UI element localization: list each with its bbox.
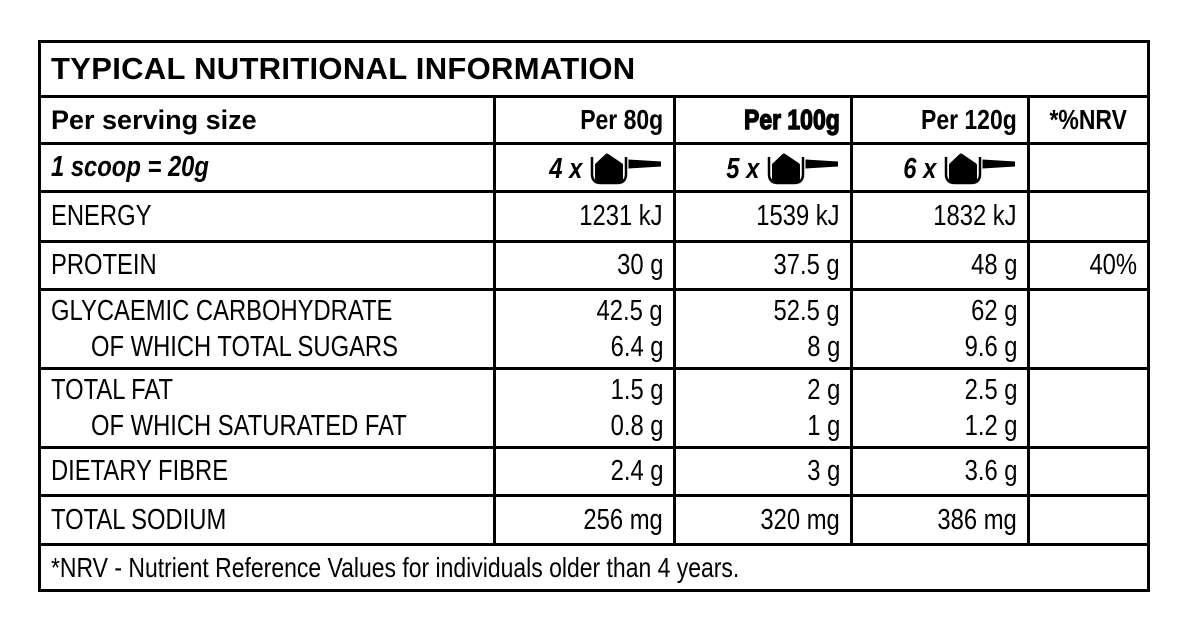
value-cell: 48 g	[850, 240, 1030, 291]
value-cell: 37.5 g	[673, 240, 853, 291]
scoop-icon	[944, 153, 1015, 184]
value-cell: 1.5 g 0.8 g	[493, 367, 676, 449]
value-cell: 2.4 g	[493, 446, 676, 497]
nrv-cell	[1027, 446, 1150, 497]
value-cell: 3.6 g	[850, 446, 1030, 497]
header-per-80g: Per 80g	[493, 95, 676, 145]
row-glycaemic-carbohydrate: GLYCAEMIC CARBOHYDRATE OF WHICH TOTAL SU…	[38, 288, 1150, 370]
value-cell: 1231 kJ	[493, 190, 676, 243]
row-label: DIETARY FIBRE	[38, 446, 496, 497]
value-cell: 62 g 9.6 g	[850, 288, 1030, 370]
value-cell: 52.5 g 8 g	[673, 288, 853, 370]
nrv-cell	[1027, 367, 1150, 449]
scoop-count-80g: 4 x	[493, 142, 676, 193]
value-cell: 30 g	[493, 240, 676, 291]
nutrition-table: TYPICAL NUTRITIONAL INFORMATION Per serv…	[38, 40, 1150, 592]
value-cell: 2 g 1 g	[673, 367, 853, 449]
nrv-cell: 40%	[1027, 240, 1150, 291]
value-cell: 42.5 g 6.4 g	[493, 288, 676, 370]
header-per-100g: Per 100g	[673, 95, 853, 145]
row-label: GLYCAEMIC CARBOHYDRATE OF WHICH TOTAL SU…	[38, 288, 496, 370]
scoop-count-120g: 6 x	[850, 142, 1030, 193]
scoop-row: 1 scoop = 20g 4 x 5 x 6 x	[38, 142, 1150, 193]
value-cell: 1539 kJ	[673, 190, 853, 243]
header-nrv: *%NRV	[1027, 95, 1150, 145]
scoop-icon	[590, 153, 661, 184]
table-title-text: TYPICAL NUTRITIONAL INFORMATION	[51, 51, 636, 86]
nrv-cell	[1027, 190, 1150, 243]
row-sublabel: OF WHICH TOTAL SUGARS	[91, 331, 398, 363]
row-sublabel: OF WHICH SATURATED FAT	[91, 410, 407, 442]
row-label: ENERGY	[38, 190, 496, 243]
row-total-sodium: TOTAL SODIUM 256 mg 320 mg 386 mg	[38, 494, 1150, 546]
value-cell: 2.5 g 1.2 g	[850, 367, 1030, 449]
row-dietary-fibre: DIETARY FIBRE 2.4 g 3 g 3.6 g	[38, 446, 1150, 497]
value-cell: 386 mg	[850, 494, 1030, 546]
header-serving-size: Per serving size	[38, 95, 496, 145]
table-title: TYPICAL NUTRITIONAL INFORMATION	[38, 40, 1150, 98]
page: TYPICAL NUTRITIONAL INFORMATION Per serv…	[38, 40, 1150, 592]
row-label: TOTAL FAT OF WHICH SATURATED FAT	[38, 367, 496, 449]
row-energy: ENERGY 1231 kJ 1539 kJ 1832 kJ	[38, 190, 1150, 243]
header-row: Per serving size Per 80g Per 100g Per 12…	[38, 95, 1150, 145]
header-per-120g: Per 120g	[850, 95, 1030, 145]
nrv-cell	[1027, 494, 1150, 546]
value-cell: 1832 kJ	[850, 190, 1030, 243]
value-cell: 320 mg	[673, 494, 853, 546]
value-cell: 3 g	[673, 446, 853, 497]
scoop-icon	[767, 153, 838, 184]
row-label: TOTAL SODIUM	[38, 494, 496, 546]
footnote-row: *NRV - Nutrient Reference Values for ind…	[38, 543, 1150, 592]
row-protein: PROTEIN 30 g 37.5 g 48 g 40%	[38, 240, 1150, 291]
row-total-fat: TOTAL FAT OF WHICH SATURATED FAT 1.5 g 0…	[38, 367, 1150, 449]
nrv-cell	[1027, 288, 1150, 370]
scoop-nrv-empty-cell	[1027, 142, 1150, 193]
nrv-footnote: *NRV - Nutrient Reference Values for ind…	[38, 543, 1150, 592]
scoop-count-100g: 5 x	[673, 142, 853, 193]
title-row: TYPICAL NUTRITIONAL INFORMATION	[38, 40, 1150, 98]
row-label: PROTEIN	[38, 240, 496, 291]
value-cell: 256 mg	[493, 494, 676, 546]
scoop-size-label: 1 scoop = 20g	[38, 142, 496, 193]
